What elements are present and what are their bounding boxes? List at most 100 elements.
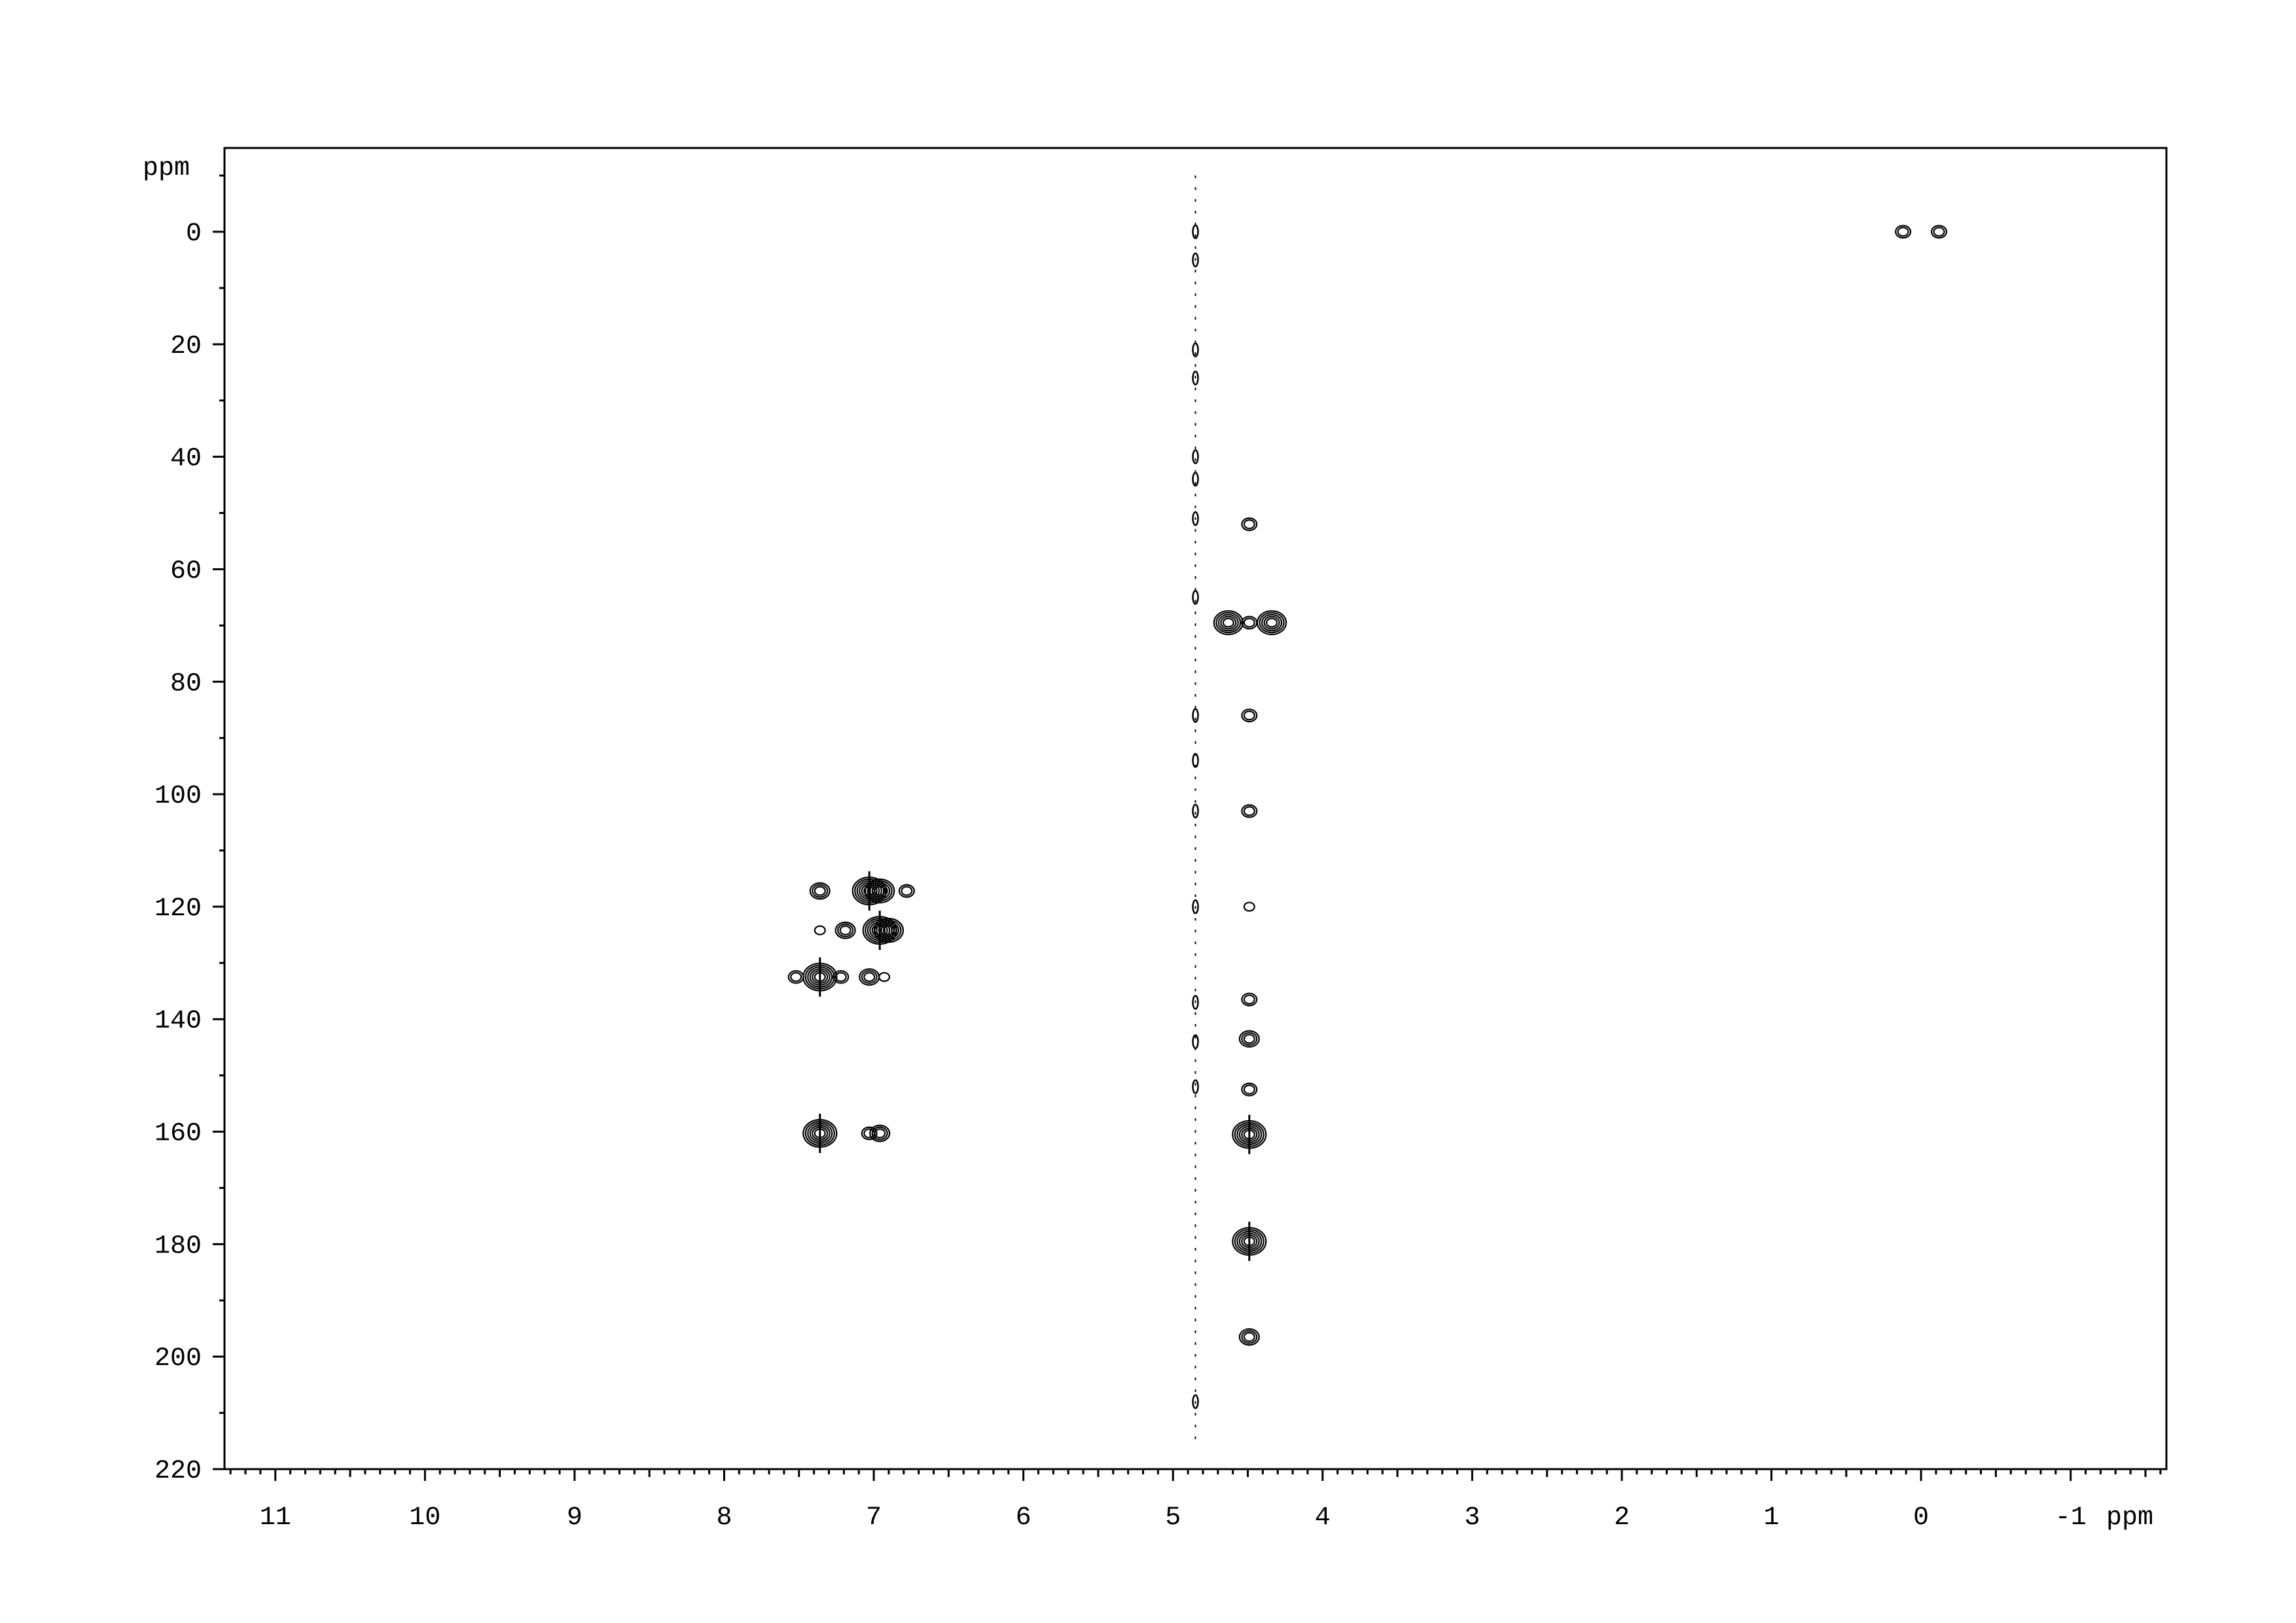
contour-peak bbox=[865, 878, 895, 903]
contour-level bbox=[814, 886, 826, 896]
y-axis: 0 20 40 60 80 100 120 140 160 180 200 220 bbox=[154, 174, 224, 1486]
contour-peak bbox=[1238, 1328, 1260, 1346]
y-tick-label: 40 bbox=[170, 445, 202, 474]
contour-peak bbox=[1241, 1082, 1258, 1097]
contour-level bbox=[1220, 615, 1237, 630]
contour-level bbox=[1243, 1034, 1255, 1044]
contour-level bbox=[839, 925, 852, 936]
contour-peak bbox=[1241, 993, 1258, 1007]
contour-level bbox=[1931, 225, 1948, 239]
y-tick-label: 80 bbox=[170, 669, 202, 699]
contour-level bbox=[1266, 617, 1278, 628]
contour-level bbox=[1243, 902, 1255, 912]
streak-spot bbox=[1192, 471, 1199, 487]
y-tick-label: 160 bbox=[154, 1120, 202, 1149]
contour-peak bbox=[834, 921, 856, 939]
x-tick-label: 10 bbox=[409, 1503, 440, 1533]
contour-peak bbox=[1931, 225, 1948, 239]
contour-peak bbox=[869, 1124, 891, 1142]
streak-spot bbox=[1192, 1079, 1199, 1095]
contour-peak bbox=[862, 910, 897, 950]
streak-spot bbox=[1192, 590, 1199, 605]
contour-level bbox=[1243, 617, 1255, 628]
contour-peak bbox=[802, 1114, 838, 1154]
contour-level bbox=[1241, 517, 1258, 532]
streak-spot bbox=[1192, 224, 1199, 240]
y-tick-label: 20 bbox=[170, 332, 202, 361]
contour-level bbox=[1241, 1330, 1258, 1344]
contour-level bbox=[869, 882, 891, 900]
contour-level bbox=[880, 923, 897, 938]
y-tick-label: 180 bbox=[154, 1231, 202, 1261]
contour-level bbox=[1897, 227, 1909, 237]
contour-level bbox=[814, 925, 826, 936]
contour-level bbox=[1256, 610, 1287, 636]
contour-peak bbox=[1232, 1114, 1267, 1154]
contour-level bbox=[1243, 1084, 1255, 1095]
contour-peak bbox=[787, 970, 804, 984]
contour-level bbox=[1895, 225, 1912, 239]
contour-level bbox=[873, 917, 905, 943]
contour-peak bbox=[1241, 615, 1258, 630]
contour-level bbox=[861, 1126, 878, 1140]
contour-level bbox=[1243, 519, 1255, 530]
streak-spot bbox=[1192, 1394, 1199, 1410]
contour-peak bbox=[1256, 610, 1287, 636]
streak-spot bbox=[1192, 753, 1199, 768]
contour-peak bbox=[1895, 225, 1912, 239]
contour-level bbox=[1222, 617, 1234, 628]
contour-level bbox=[1217, 613, 1239, 632]
x-tick-label: 11 bbox=[260, 1503, 291, 1533]
streak-spot bbox=[1192, 1034, 1199, 1049]
contour-peak bbox=[809, 882, 831, 900]
contour-level bbox=[1241, 708, 1258, 723]
y-tick-label: 0 bbox=[186, 219, 202, 249]
contour-level bbox=[837, 923, 854, 938]
x-tick-label: 7 bbox=[866, 1503, 882, 1533]
y-tick-label: 100 bbox=[154, 782, 202, 811]
streak-spot bbox=[1192, 899, 1199, 915]
x-tick-label: 8 bbox=[716, 1503, 732, 1533]
contour-level bbox=[1259, 611, 1285, 634]
contour-level bbox=[874, 1128, 886, 1139]
contour-level bbox=[1243, 710, 1255, 721]
contour-level bbox=[1238, 1030, 1260, 1048]
contour-peak bbox=[802, 957, 838, 997]
contour-level bbox=[1241, 1082, 1258, 1097]
contour-level bbox=[901, 886, 913, 896]
contour-peaks bbox=[787, 175, 1948, 1442]
streak-spot bbox=[1192, 994, 1199, 1010]
x-tick-label: 1 bbox=[1764, 1503, 1780, 1533]
contour-level bbox=[874, 886, 886, 896]
contour-level bbox=[878, 921, 899, 939]
contour-level bbox=[865, 878, 895, 903]
contour-level bbox=[833, 970, 850, 984]
contour-level bbox=[1261, 613, 1283, 632]
y-tick-label: 200 bbox=[154, 1344, 202, 1374]
contour-level bbox=[1243, 806, 1255, 816]
contour-peak bbox=[1243, 902, 1255, 912]
x-tick-label: 0 bbox=[1913, 1503, 1929, 1533]
contour-peak bbox=[878, 972, 891, 982]
contour-peak bbox=[898, 884, 915, 898]
contour-level bbox=[1215, 611, 1242, 634]
contour-level bbox=[812, 884, 829, 898]
x-tick-label: 4 bbox=[1315, 1503, 1331, 1533]
y-tick-label: 60 bbox=[170, 556, 202, 586]
contour-level bbox=[1213, 610, 1244, 636]
contour-level bbox=[867, 880, 893, 902]
contour-peak bbox=[814, 925, 826, 936]
contour-level bbox=[898, 884, 915, 898]
contour-level bbox=[1241, 1032, 1258, 1046]
x-tick-label: -1 bbox=[2055, 1503, 2087, 1533]
plot-frame bbox=[223, 147, 2168, 1470]
contour-level bbox=[1241, 804, 1258, 818]
contour-level bbox=[1243, 1332, 1255, 1342]
y-axis-label: ppm bbox=[143, 154, 190, 183]
contour-peak bbox=[1241, 517, 1258, 532]
x-tick-label: 5 bbox=[1165, 1503, 1181, 1533]
contour-level bbox=[876, 919, 902, 941]
streak-spot bbox=[1192, 252, 1199, 268]
contour-level bbox=[1241, 993, 1258, 1007]
